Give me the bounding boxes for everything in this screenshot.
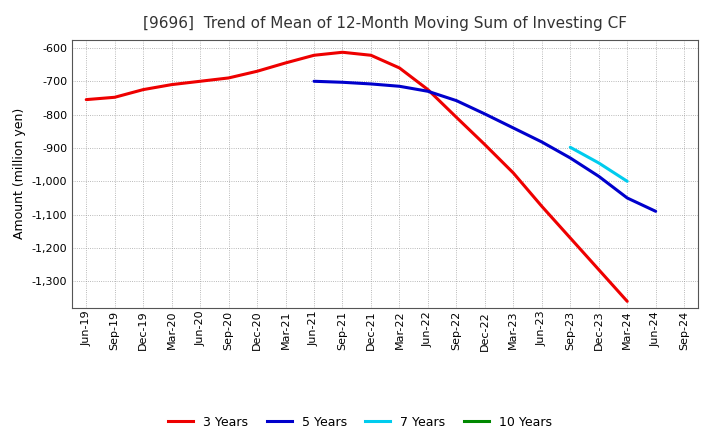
5 Years: [423, 88, 432, 94]
3 Years: [196, 79, 204, 84]
Legend: 3 Years, 5 Years, 7 Years, 10 Years: 3 Years, 5 Years, 7 Years, 10 Years: [163, 411, 557, 434]
3 Years: [282, 60, 290, 66]
5 Years: [338, 80, 347, 85]
3 Years: [253, 69, 261, 74]
3 Years: [480, 142, 489, 147]
3 Years: [537, 204, 546, 209]
Line: 3 Years: 3 Years: [86, 52, 627, 301]
Line: 7 Years: 7 Years: [570, 147, 627, 181]
7 Years: [595, 160, 603, 165]
5 Years: [595, 174, 603, 179]
3 Years: [139, 87, 148, 92]
Title: [9696]  Trend of Mean of 12-Month Moving Sum of Investing CF: [9696] Trend of Mean of 12-Month Moving …: [143, 16, 627, 32]
7 Years: [566, 145, 575, 150]
5 Years: [452, 98, 461, 103]
5 Years: [395, 84, 404, 89]
3 Years: [509, 170, 518, 176]
5 Years: [652, 209, 660, 214]
5 Years: [537, 139, 546, 145]
3 Years: [225, 75, 233, 81]
5 Years: [623, 195, 631, 201]
5 Years: [566, 155, 575, 161]
7 Years: [623, 179, 631, 184]
5 Years: [366, 81, 375, 87]
3 Years: [110, 95, 119, 100]
5 Years: [509, 125, 518, 131]
5 Years: [480, 111, 489, 117]
3 Years: [595, 267, 603, 272]
3 Years: [82, 97, 91, 102]
3 Years: [423, 87, 432, 92]
5 Years: [310, 79, 318, 84]
3 Years: [338, 50, 347, 55]
3 Years: [310, 53, 318, 58]
3 Years: [167, 82, 176, 87]
3 Years: [623, 299, 631, 304]
3 Years: [566, 235, 575, 241]
Line: 5 Years: 5 Years: [314, 81, 656, 211]
3 Years: [395, 65, 404, 70]
3 Years: [366, 53, 375, 58]
Y-axis label: Amount (million yen): Amount (million yen): [13, 108, 26, 239]
3 Years: [452, 115, 461, 120]
